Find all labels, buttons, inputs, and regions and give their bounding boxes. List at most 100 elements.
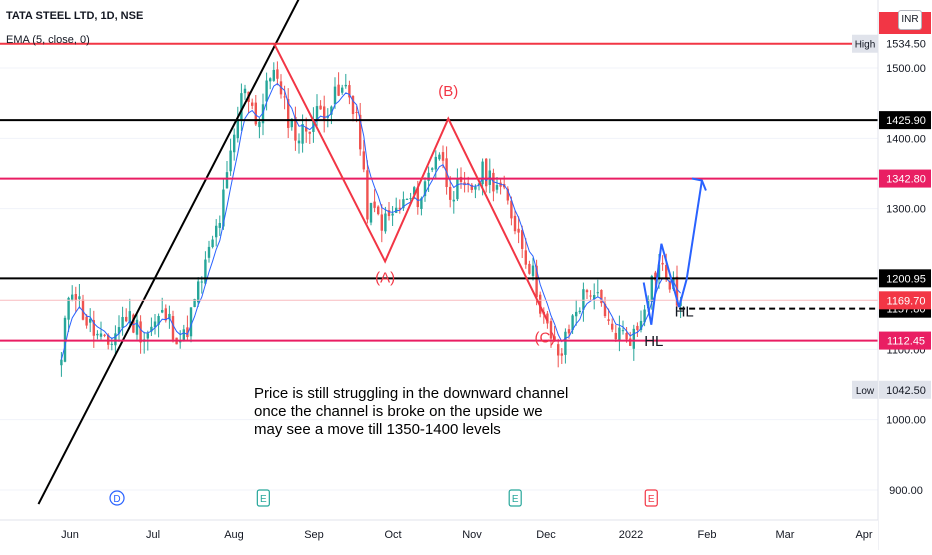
candle-body [272,69,275,81]
x-tick-label-2022: 2022 [619,529,643,541]
candle-body [373,201,376,208]
projection-path [678,180,703,308]
candle-body [269,78,272,82]
candle-body [485,158,488,187]
candle-body [398,207,401,210]
candle-body [179,340,182,343]
annotation-4: HL [644,333,663,350]
candle-body [344,84,347,87]
candle-body [103,334,106,336]
candle-body [146,333,149,339]
candle-body [553,336,556,341]
candle-body [135,319,139,335]
x-tick-label-Nov: Nov [462,529,482,541]
symbol-title: TATA STEEL LTD, 1D, NSE [6,10,144,22]
candle-body [153,321,157,328]
event-marker-3 [644,489,658,507]
candle-body [380,214,383,231]
ema-legend[interactable]: EMA (5, close, 0) [6,34,90,46]
candle-body [161,309,164,313]
candle-body [315,106,319,121]
candle-body [384,213,387,232]
candle-body [449,186,452,200]
price-badge-label-1169.70: 1169.70 [887,295,926,307]
candle-body [409,198,412,200]
candle-body [96,333,99,336]
annotation-1: (A) [375,270,395,287]
x-tick-label-Dec: Dec [536,529,556,541]
candle-body [319,105,322,110]
candle-body [618,327,621,342]
candle-body [549,321,553,339]
annotation-3: HL [675,303,694,320]
candle-body [402,199,405,209]
candle-body [341,87,344,93]
x-tick-label-Jul: Jul [146,529,160,541]
x-tick-label-Mar: Mar [776,529,795,541]
candle-body [85,316,88,326]
candle-body [510,200,513,219]
candle-body [657,264,661,279]
candle-body [182,329,185,340]
candle-body [236,118,239,139]
candle-body [362,151,365,170]
candle-body [348,85,351,98]
candle-body [261,104,265,124]
candle-body [132,314,135,333]
candle-body [661,262,664,265]
candle-body [207,246,211,258]
price-badge-1112.45 [879,331,931,350]
time-axis [0,520,878,550]
candle-body [308,131,311,134]
event-marker-1 [256,489,270,507]
candle-body [229,150,232,172]
note-line-1: once the channel is broke on the upside … [254,403,543,420]
candle-body [441,152,445,161]
price-badge-1169.70 [879,291,931,310]
candle-body [596,292,599,294]
candle-body [434,156,437,170]
candle-body [614,332,617,340]
candle-body [387,210,391,217]
y-tick-label-1400.00: 1400.00 [886,133,926,145]
candle-body [276,69,279,79]
x-tick-label-Oct: Oct [384,529,401,541]
candle-body [78,296,81,300]
price-badge-tag-label-High: High [855,40,876,51]
candle-body [117,327,121,334]
candle-body [607,319,610,321]
candle-body [114,333,117,346]
candle-body [567,329,571,334]
candle-body [330,106,333,115]
candle-body [593,295,596,300]
candle-body [258,121,261,128]
candle-body [74,294,77,301]
candle-body [650,276,653,302]
event-label-3: E [648,494,655,505]
candle-body [171,316,175,340]
ema-line [60,83,681,360]
y-tick-label-1300.00: 1300.00 [886,204,926,216]
x-tick-label-Sep: Sep [304,529,324,541]
candle-body [582,289,585,310]
candle-body [578,310,581,313]
currency-badge[interactable]: INR [898,10,922,30]
price-badge-label-1042.50: 1042.50 [886,385,926,397]
candle-body [283,96,286,98]
candle-body [481,161,484,185]
candle-body [243,88,247,94]
candle-body [524,250,527,265]
candle-body [391,213,394,216]
candle-body [150,326,153,332]
candle-body [589,295,592,297]
candle-body [71,294,74,300]
candle-body [438,154,441,160]
candle-body [204,259,207,284]
candle-body [474,186,477,190]
y-tick-label-1000.00: 1000.00 [886,415,926,427]
candle-body [222,189,225,227]
candle-body [470,184,473,190]
candle-body [139,321,142,343]
